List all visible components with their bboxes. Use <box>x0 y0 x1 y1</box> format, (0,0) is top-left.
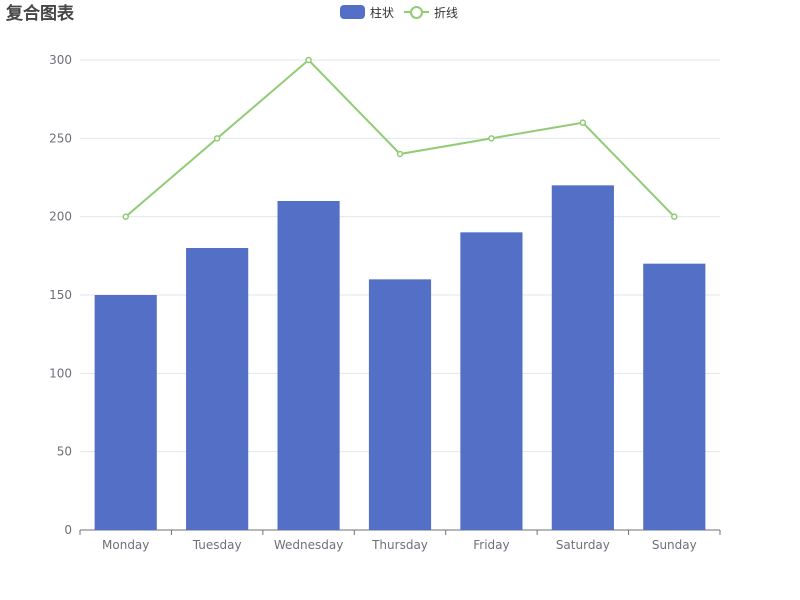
x-tick-label: Tuesday <box>192 538 242 552</box>
x-tick-label: Wednesday <box>274 538 343 552</box>
legend: 柱状 折线 <box>340 3 468 21</box>
y-tick-label: 300 <box>49 53 72 67</box>
chart-title: 复合图表 <box>6 4 74 24</box>
legend-line-label: 折线 <box>434 5 459 20</box>
line-point <box>305 56 312 64</box>
line-point <box>671 213 678 220</box>
bar <box>460 232 523 531</box>
y-tick-label: 150 <box>49 288 72 302</box>
legend-line-swatch-icon <box>404 5 430 19</box>
y-tick-label: 200 <box>49 210 72 224</box>
bar <box>94 295 157 530</box>
line-point <box>579 119 587 126</box>
bar <box>186 248 249 530</box>
bar <box>643 263 706 530</box>
y-tick-label: 0 <box>64 523 72 537</box>
legend-item-line[interactable]: 折线 <box>404 4 458 21</box>
line-point <box>122 213 129 220</box>
y-tick-label: 250 <box>49 131 72 145</box>
legend-bar-swatch-icon <box>340 5 365 19</box>
x-tick-label: Monday <box>102 538 149 552</box>
bar <box>551 185 614 531</box>
bar <box>277 201 340 530</box>
y-tick-label: 50 <box>57 445 72 459</box>
x-tick-label: Thursday <box>371 538 428 552</box>
y-tick-label: 100 <box>49 366 72 380</box>
x-tick-label: Saturday <box>556 538 610 552</box>
line-point <box>213 135 221 142</box>
legend-item-bar[interactable]: 柱状 <box>340 4 394 21</box>
bar <box>368 279 432 530</box>
line-point <box>396 150 404 158</box>
legend-bar-label: 柱状 <box>370 5 395 20</box>
x-tick-label: Sunday <box>652 538 697 552</box>
line-point <box>488 135 495 142</box>
x-tick-label: Friday <box>473 538 509 552</box>
